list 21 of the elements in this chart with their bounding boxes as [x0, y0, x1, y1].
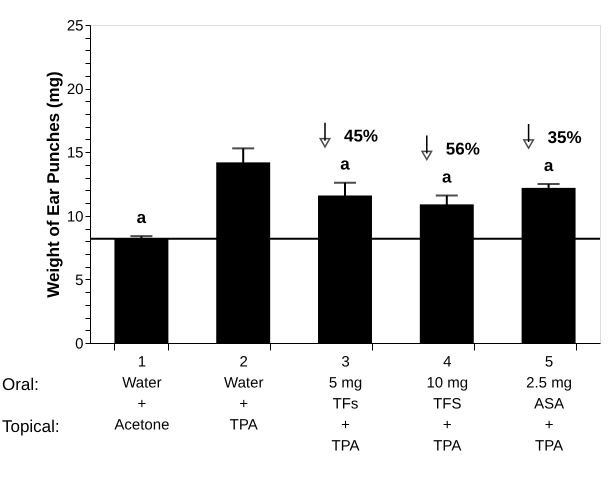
y-tick-label: 15: [66, 144, 84, 162]
x-tick-label: 1 Water + Acetone: [114, 354, 170, 434]
y-tick-label: 20: [66, 81, 84, 98]
x-tick-label: 5 2.5 mg ASA + TPA: [526, 354, 572, 454]
y-tick-label: 25: [66, 18, 84, 34]
y-tick-label: 0: [75, 336, 84, 352]
annotation: a: [544, 156, 554, 175]
x-tick-label: 2 Water + TPA: [224, 354, 264, 434]
annotation: 56%: [446, 139, 480, 158]
x-tick-label: 4 10 mg TFS + TPA: [426, 354, 468, 454]
annotation: 35%: [548, 128, 582, 147]
annotation: 45%: [344, 126, 378, 146]
x-tick-label: 3 5 mg TFs + TPA: [328, 354, 362, 454]
y-axis-title: Weight of Ear Punches (mg): [44, 71, 63, 298]
annotation: a: [442, 167, 452, 186]
annotation: a: [136, 208, 147, 228]
y-tick-label: 10: [66, 208, 84, 226]
y-tick-label: 5: [75, 272, 84, 289]
text: Topical:: [2, 417, 60, 436]
text: Oral:: [2, 375, 39, 394]
annotation: a: [340, 154, 350, 174]
